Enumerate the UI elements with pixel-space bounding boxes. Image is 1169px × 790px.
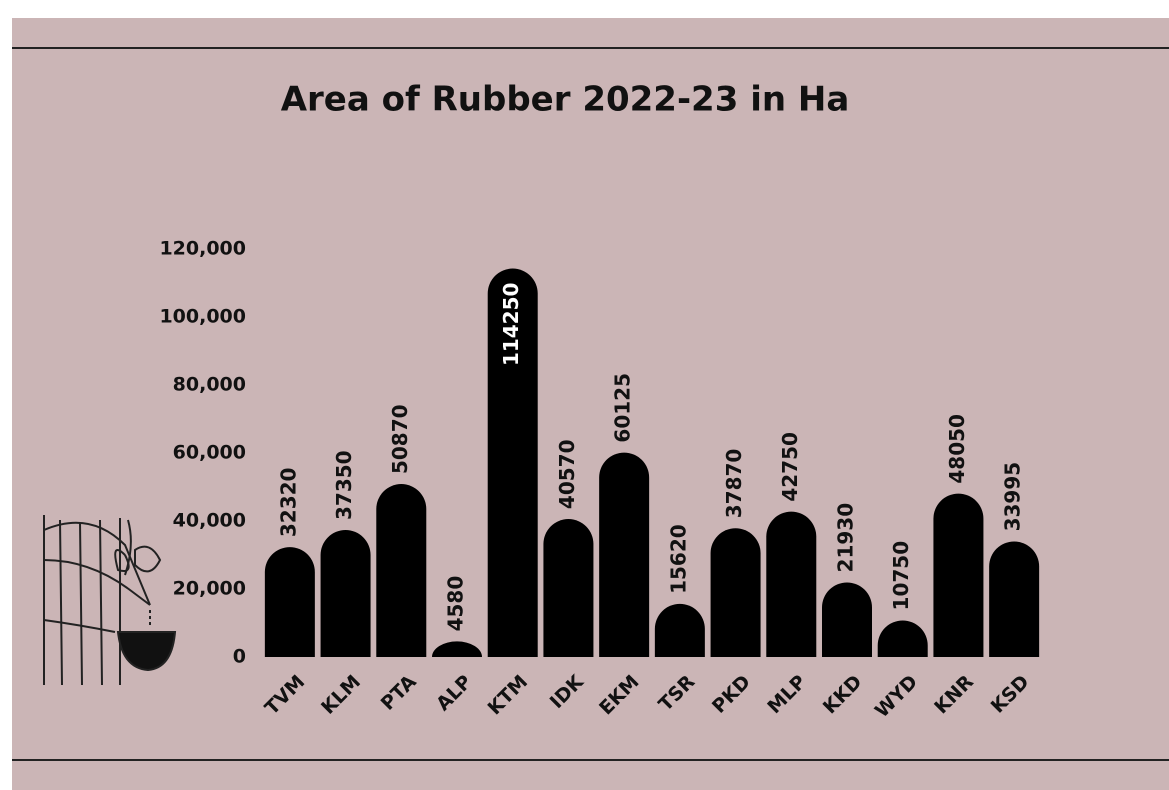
background	[12, 18, 1169, 790]
value-label: 21930	[834, 503, 858, 573]
y-tick-label: 20,000	[173, 578, 246, 600]
bar	[487, 268, 538, 657]
bar	[710, 528, 761, 657]
bar	[989, 541, 1040, 657]
value-label: 10750	[889, 541, 913, 611]
value-label: 48050	[945, 414, 969, 484]
bar	[543, 519, 594, 657]
bar	[432, 641, 482, 657]
bar	[933, 493, 984, 657]
bar	[822, 582, 872, 657]
bar	[766, 511, 817, 657]
y-tick-label: 80,000	[173, 374, 246, 396]
y-tick-label: 120,000	[159, 238, 246, 260]
value-label: 60125	[611, 373, 635, 443]
value-label: 4580	[444, 576, 468, 632]
chart-title: Area of Rubber 2022-23 in Ha	[281, 80, 850, 120]
bar	[654, 603, 705, 657]
value-label: 40570	[555, 439, 579, 509]
tapping-illustration	[43, 515, 177, 686]
value-label: 37870	[722, 449, 746, 519]
value-label: 50870	[388, 404, 412, 474]
value-label: 42750	[778, 432, 802, 502]
y-tick-label: 40,000	[173, 510, 246, 532]
value-label: 33995	[1001, 462, 1025, 532]
bar	[599, 452, 650, 657]
bar	[320, 530, 371, 657]
bar	[376, 484, 427, 657]
value-label: 37350	[332, 450, 356, 520]
value-label: 114250	[499, 283, 523, 367]
y-tick-label: 60,000	[173, 442, 246, 464]
y-tick-label: 0	[233, 646, 246, 668]
value-label: 32320	[276, 468, 300, 538]
bar	[264, 547, 315, 657]
value-label: 15620	[666, 524, 690, 594]
bar	[877, 620, 928, 657]
y-tick-label: 100,000	[159, 306, 246, 328]
